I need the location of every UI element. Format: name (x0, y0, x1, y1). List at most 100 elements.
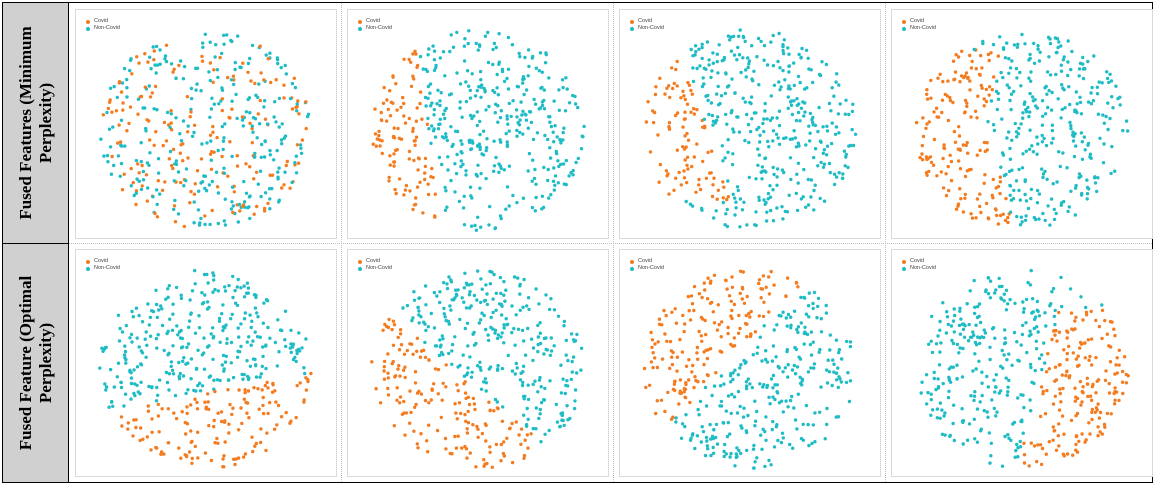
non-covid-point (265, 299, 270, 303)
non-covid-point (751, 353, 755, 357)
covid-point (117, 123, 121, 127)
covid-point (146, 404, 150, 408)
non-covid-point (794, 145, 799, 149)
non-covid-point (475, 298, 479, 302)
non-covid-point (216, 191, 221, 195)
covid-point (382, 369, 386, 373)
non-covid-point (707, 63, 711, 67)
covid-point (490, 465, 494, 469)
covid-point (969, 66, 974, 70)
non-covid-point (712, 384, 717, 388)
non-covid-point (1018, 223, 1023, 227)
non-covid-point (1028, 91, 1032, 96)
covid-point (457, 401, 462, 405)
covid-point (1052, 429, 1056, 433)
non-covid-point (1066, 60, 1070, 64)
non-covid-point (154, 302, 159, 307)
covid-point (378, 138, 382, 142)
covid-point (1086, 394, 1090, 399)
legend-label: Non-Covid (366, 265, 392, 271)
non-covid-point (724, 452, 728, 456)
non-covid-point (283, 134, 288, 138)
legend-item-covid: Covid (358, 18, 392, 25)
covid-point (379, 118, 384, 122)
non-covid-point (459, 164, 463, 169)
non-covid-point (995, 410, 999, 414)
covid-point (1089, 309, 1093, 314)
non-covid-point (531, 158, 535, 162)
non-covid-point (1074, 144, 1078, 148)
covid-point (1041, 389, 1045, 394)
non-covid-point (174, 285, 179, 290)
covid-point (463, 391, 468, 395)
non-covid-point (1056, 45, 1060, 50)
non-covid-point (976, 304, 980, 309)
covid-point (171, 70, 175, 74)
non-covid-point (813, 147, 818, 151)
non-covid-point (516, 276, 520, 280)
non-covid-point (481, 129, 486, 133)
covid-point (392, 424, 396, 428)
non-covid-point (140, 320, 145, 324)
non-covid-point (741, 96, 745, 101)
non-covid-point (710, 434, 715, 438)
covid-point (681, 313, 685, 318)
covid-point (435, 428, 440, 433)
non-covid-point (826, 358, 830, 362)
covid-point (304, 376, 308, 380)
non-covid-point (841, 176, 845, 180)
col-divider-2 (613, 3, 615, 482)
non-covid-point (1085, 192, 1090, 196)
scatter-plot-1-1: Covid Non-Covid (75, 9, 337, 239)
covid-point (136, 162, 140, 166)
covid-point (391, 343, 396, 347)
non-covid-point (957, 323, 962, 328)
non-covid-point (1037, 217, 1041, 221)
non-covid-point (746, 122, 751, 127)
non-covid-point (786, 86, 791, 91)
non-covid-point (522, 277, 526, 282)
legend-marker (86, 19, 90, 24)
non-covid-point (744, 386, 749, 391)
non-covid-point (1081, 55, 1085, 60)
non-covid-point (737, 130, 742, 134)
non-covid-point (551, 179, 556, 183)
non-covid-point (537, 378, 542, 382)
covid-point (423, 355, 428, 360)
non-covid-point (464, 169, 468, 173)
non-covid-point (955, 342, 960, 347)
covid-point (473, 407, 477, 412)
non-covid-point (1116, 96, 1120, 101)
non-covid-point (784, 316, 788, 320)
non-covid-point (806, 56, 810, 60)
covid-point (499, 459, 503, 463)
covid-point (192, 123, 197, 128)
covid-point (695, 142, 699, 146)
non-covid-point (476, 48, 480, 52)
covid-point (736, 331, 741, 335)
non-covid-point (848, 379, 853, 383)
non-covid-point (1005, 136, 1009, 140)
non-covid-point (819, 160, 823, 165)
non-covid-point (561, 162, 566, 166)
non-covid-point (674, 416, 678, 420)
non-covid-point (486, 60, 491, 65)
covid-point (394, 191, 398, 196)
covid-point (1108, 360, 1113, 364)
non-covid-point (774, 132, 779, 136)
non-covid-point (751, 447, 756, 451)
non-covid-point (445, 205, 449, 209)
covid-point (433, 214, 437, 218)
covid-point (166, 407, 170, 411)
non-covid-point (756, 147, 760, 151)
non-covid-point (277, 96, 282, 101)
non-covid-point (536, 349, 540, 354)
non-covid-point (726, 394, 731, 398)
non-covid-point (498, 214, 503, 218)
covid-point (207, 423, 211, 428)
non-covid-point (245, 340, 249, 344)
covid-point (667, 84, 671, 88)
covid-point (453, 402, 457, 406)
non-covid-point (533, 167, 537, 172)
non-covid-point (1083, 67, 1087, 71)
